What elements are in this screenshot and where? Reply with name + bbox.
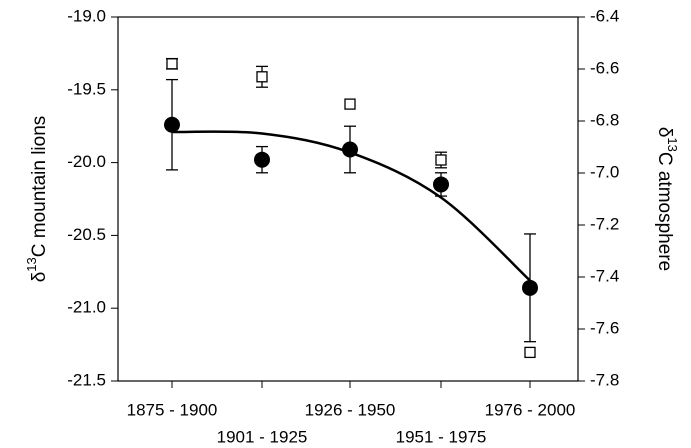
point xyxy=(524,346,536,359)
x-tick-label: 1901 - 1925 xyxy=(217,427,308,446)
fit-line xyxy=(171,130,531,282)
y2-axis-title: δ13C atmosphere xyxy=(654,127,680,271)
point xyxy=(522,279,538,296)
x-tick-label: 1951 - 1975 xyxy=(396,427,487,446)
y2-tick-label: -7.6 xyxy=(590,318,619,337)
y-tick-label: -21.0 xyxy=(67,298,106,317)
x-tick-label: 1976 - 2000 xyxy=(485,400,576,419)
y2-title-sup: 13 xyxy=(665,137,680,151)
plot-frame xyxy=(117,16,579,382)
point xyxy=(254,151,270,168)
y-title-rest: C mountain lions xyxy=(29,116,50,258)
y-axis-title: δ13C mountain lions xyxy=(24,116,50,283)
point xyxy=(435,154,447,166)
y-tick-label: -20.5 xyxy=(67,225,106,244)
y2-tick-label: -6.6 xyxy=(590,58,619,77)
y-title-sup: 13 xyxy=(24,257,39,271)
point xyxy=(166,58,178,70)
y2-tick-label: -7.0 xyxy=(590,162,619,181)
point xyxy=(164,116,180,133)
point xyxy=(256,71,268,83)
y2-tick-label: -7.8 xyxy=(590,370,619,389)
y2-tick-label: -6.8 xyxy=(590,110,619,129)
y2-tick-label: -6.4 xyxy=(590,6,619,25)
y2-title-prefix: δ xyxy=(654,127,675,138)
x-tick-label: 1875 - 1900 xyxy=(127,400,218,419)
y-tick-label: -19.0 xyxy=(67,6,106,25)
point xyxy=(344,98,356,110)
y2-title-rest: C atmosphere xyxy=(654,152,675,271)
y-title-prefix: δ xyxy=(29,272,50,283)
y-tick-label: -19.5 xyxy=(67,79,106,98)
y2-tick-label: -7.4 xyxy=(590,266,619,285)
y-tick-label: -20.0 xyxy=(67,152,106,171)
y2-tick-label: -7.2 xyxy=(590,214,619,233)
x-tick-label: 1926 - 1950 xyxy=(305,400,396,419)
y-tick-label: -21.5 xyxy=(67,370,106,389)
point xyxy=(433,176,449,193)
